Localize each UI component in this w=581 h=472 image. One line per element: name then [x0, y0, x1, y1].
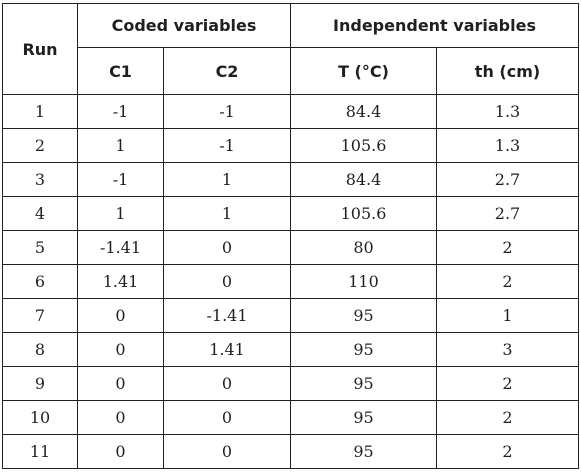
cell-thickness: 2 [436, 400, 579, 435]
table-row: 5 -1.41 0 80 2 [2, 230, 579, 265]
header-row-sub: C1 C2 T (°C) th (cm) [3, 47, 579, 95]
cell-temperature: 95 [290, 298, 437, 333]
cell-thickness: 1.3 [436, 128, 579, 163]
header-c1: C1 [77, 47, 164, 95]
design-table: Run Coded variables Independent variable… [2, 3, 579, 469]
cell-temperature: 105.6 [290, 196, 437, 231]
cell-c2: -1 [163, 128, 291, 163]
cell-c2: -1.41 [163, 298, 291, 333]
table-row: 1 -1 -1 84.4 1.3 [2, 94, 579, 129]
cell-temperature: 95 [290, 434, 437, 469]
header-independent-variables: Independent variables [290, 3, 579, 48]
table-row: 6 1.41 0 110 2 [2, 264, 579, 299]
cell-c1: -1.41 [77, 230, 164, 265]
cell-run: 10 [2, 400, 78, 435]
cell-run: 3 [2, 162, 78, 197]
header-coded-variables: Coded variables [77, 3, 291, 48]
cell-thickness: 3 [436, 332, 579, 367]
header-temperature: T (°C) [290, 47, 437, 95]
cell-c2: 0 [163, 400, 291, 435]
table-row: 9 0 0 95 2 [2, 366, 579, 401]
cell-temperature: 110 [290, 264, 437, 299]
cell-temperature: 95 [290, 400, 437, 435]
cell-c2: 0 [163, 434, 291, 469]
cell-c1: 1 [77, 196, 164, 231]
table-row: 4 1 1 105.6 2.7 [2, 196, 579, 231]
cell-c1: 0 [77, 332, 164, 367]
header-row-top: Run Coded variables Independent variable… [2, 3, 579, 95]
table-row: 7 0 -1.41 95 1 [2, 298, 579, 333]
cell-run: 1 [2, 94, 78, 129]
cell-c1: 0 [77, 434, 164, 469]
design-table-container: Run Coded variables Independent variable… [2, 3, 579, 469]
cell-c2: 0 [163, 264, 291, 299]
cell-thickness: 2 [436, 264, 579, 299]
table-body: 1 -1 -1 84.4 1.3 2 1 -1 105.6 1.3 3 -1 1 84.4 2.7 4 1 1 10… [2, 94, 579, 469]
cell-c1: -1 [77, 94, 164, 129]
cell-c1: -1 [77, 162, 164, 197]
cell-thickness: 2.7 [436, 162, 579, 197]
table-row: 2 1 -1 105.6 1.3 [2, 128, 579, 163]
header-c2: C2 [163, 47, 291, 95]
header-thickness: th (cm) [436, 47, 579, 95]
cell-temperature: 84.4 [290, 94, 437, 129]
cell-thickness: 1 [436, 298, 579, 333]
table-row: 11 0 0 95 2 [2, 434, 579, 469]
cell-run: 7 [2, 298, 78, 333]
cell-run: 9 [2, 366, 78, 401]
cell-c1: 0 [77, 298, 164, 333]
table-row: 3 -1 1 84.4 2.7 [2, 162, 579, 197]
cell-c2: 1.41 [163, 332, 291, 367]
cell-temperature: 95 [290, 332, 437, 367]
cell-c1: 0 [77, 366, 164, 401]
cell-c2: 1 [163, 162, 291, 197]
cell-temperature: 105.6 [290, 128, 437, 163]
cell-temperature: 84.4 [290, 162, 437, 197]
cell-c1: 1.41 [77, 264, 164, 299]
cell-thickness: 2 [436, 434, 579, 469]
cell-run: 11 [2, 434, 78, 469]
cell-thickness: 2.7 [436, 196, 579, 231]
cell-run: 8 [2, 332, 78, 367]
cell-c2: -1 [163, 94, 291, 129]
cell-c2: 0 [163, 366, 291, 401]
cell-run: 5 [2, 230, 78, 265]
cell-run: 4 [2, 196, 78, 231]
cell-run: 6 [2, 264, 78, 299]
cell-thickness: 2 [436, 366, 579, 401]
cell-c2: 1 [163, 196, 291, 231]
cell-c1: 0 [77, 400, 164, 435]
table-row: 8 0 1.41 95 3 [2, 332, 579, 367]
cell-temperature: 80 [290, 230, 437, 265]
cell-thickness: 1.3 [436, 94, 579, 129]
cell-temperature: 95 [290, 366, 437, 401]
cell-c1: 1 [77, 128, 164, 163]
cell-run: 2 [2, 128, 78, 163]
cell-thickness: 2 [436, 230, 579, 265]
header-run: Run [2, 3, 78, 95]
table-row: 10 0 0 95 2 [2, 400, 579, 435]
cell-c2: 0 [163, 230, 291, 265]
